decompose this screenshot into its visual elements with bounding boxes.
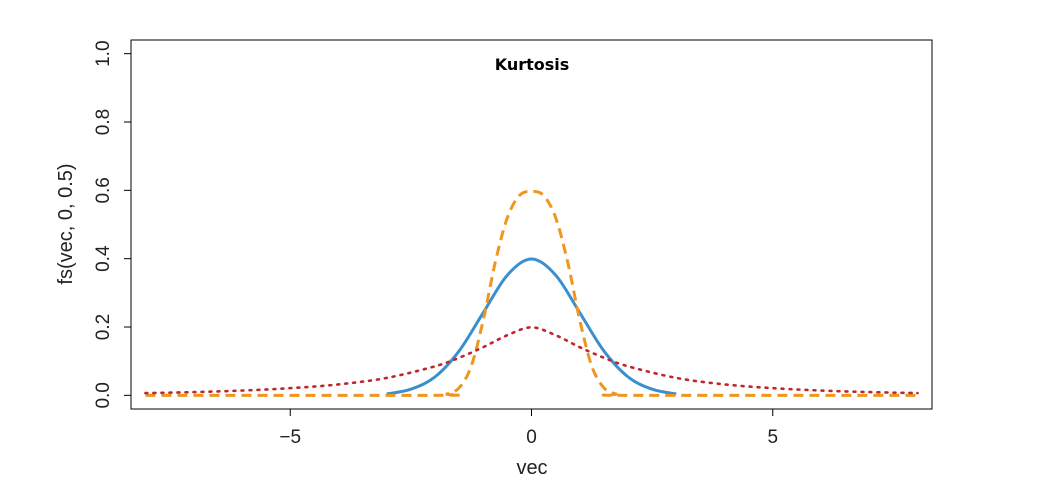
y-tick-label: 0.4 (93, 245, 114, 272)
y-tick-label: 0.6 (93, 177, 114, 203)
y-tick-label: 1.0 (93, 40, 114, 66)
y-tick-label: 0.2 (93, 314, 114, 340)
series-layer (144, 189, 919, 397)
y-axis: 0.0 0.2 0.4 0.6 0.8 1.0 (93, 40, 132, 409)
x-tick-label: 0 (526, 427, 537, 448)
y-tick-label: 0.0 (93, 382, 114, 408)
plot-frame (130, 39, 933, 410)
y-axis-title: fs(vec, 0, 0.5) (55, 163, 77, 284)
series-line-2-dashed (145, 189, 918, 397)
x-tick-label: −5 (279, 427, 301, 448)
x-axis-title: vec (516, 457, 547, 479)
series-line-3-dotted (144, 326, 919, 395)
x-axis: −5 0 5 (279, 408, 778, 448)
y-tick-label: 0.8 (93, 109, 114, 135)
x-tick-label: 5 (767, 427, 778, 448)
series-line-1-solid (386, 257, 677, 396)
chart-title: Kurtosis (495, 55, 570, 74)
